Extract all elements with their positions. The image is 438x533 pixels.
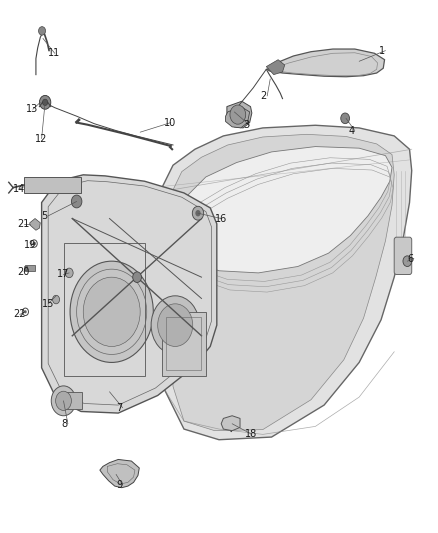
Bar [25, 265, 35, 271]
Circle shape [341, 113, 350, 124]
Polygon shape [267, 49, 385, 77]
Text: 12: 12 [35, 134, 47, 143]
Bar [24, 266, 27, 270]
FancyBboxPatch shape [394, 237, 412, 274]
Polygon shape [160, 125, 412, 440]
Text: 10: 10 [164, 118, 177, 127]
Circle shape [56, 391, 71, 410]
Text: 4: 4 [348, 126, 354, 135]
Text: 16: 16 [215, 214, 227, 223]
Circle shape [39, 95, 51, 109]
Circle shape [71, 195, 82, 208]
Text: 2: 2 [261, 91, 267, 101]
Polygon shape [100, 459, 139, 488]
Circle shape [51, 386, 76, 416]
Text: 13: 13 [26, 104, 39, 114]
Text: 21: 21 [18, 219, 30, 229]
Text: 18: 18 [245, 430, 258, 439]
Circle shape [42, 99, 48, 106]
Circle shape [39, 27, 46, 35]
Text: 14: 14 [13, 184, 25, 194]
Text: 7: 7 [116, 403, 122, 413]
Text: 3: 3 [243, 120, 249, 130]
Text: 11: 11 [48, 49, 60, 58]
Polygon shape [221, 416, 240, 431]
Text: 6: 6 [407, 254, 413, 263]
Text: 20: 20 [18, 267, 30, 277]
Circle shape [195, 210, 201, 216]
Circle shape [83, 277, 140, 346]
Text: 15: 15 [42, 299, 54, 309]
Text: 9: 9 [116, 480, 122, 490]
Text: 22: 22 [13, 310, 26, 319]
Text: 19: 19 [24, 240, 36, 250]
Polygon shape [226, 107, 250, 128]
Bar [162, 312, 206, 376]
Bar [64, 243, 145, 376]
Circle shape [33, 242, 35, 245]
Circle shape [230, 105, 246, 124]
Text: 17: 17 [57, 270, 69, 279]
Circle shape [133, 272, 141, 282]
Circle shape [53, 295, 60, 304]
Polygon shape [42, 175, 217, 413]
Text: 8: 8 [61, 419, 67, 429]
Circle shape [151, 296, 199, 354]
Bar [166, 317, 201, 370]
Text: 5: 5 [42, 211, 48, 221]
Circle shape [70, 261, 153, 362]
Polygon shape [188, 147, 392, 273]
Circle shape [65, 268, 73, 278]
Polygon shape [266, 60, 285, 75]
Circle shape [192, 206, 204, 220]
Polygon shape [227, 101, 252, 128]
Polygon shape [171, 134, 394, 431]
Circle shape [24, 310, 27, 313]
Text: 1: 1 [379, 46, 385, 55]
Bar [24, 177, 81, 193]
Circle shape [158, 304, 193, 346]
Circle shape [403, 256, 412, 266]
Polygon shape [30, 219, 40, 230]
Bar [65, 392, 82, 409]
